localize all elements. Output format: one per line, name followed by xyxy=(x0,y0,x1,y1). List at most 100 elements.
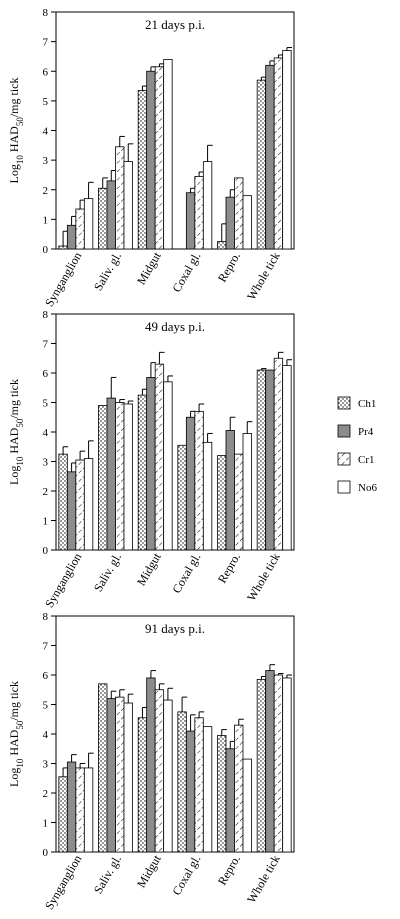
category-label: Coxal gl. xyxy=(169,551,203,596)
legend-swatch xyxy=(337,396,351,410)
y-tick-label: 3 xyxy=(43,155,49,167)
y-tick-label: 7 xyxy=(43,641,49,653)
bar-cr1-2 xyxy=(115,696,125,853)
y-tick-label: 0 xyxy=(43,545,49,557)
y-tick-label: 1 xyxy=(43,818,49,830)
y-tick-label: 1 xyxy=(43,516,49,528)
bar-no6-1 xyxy=(83,458,94,551)
bar-pr4-2 xyxy=(106,397,116,551)
bar-no6-4 xyxy=(202,726,213,853)
bar-ch1-2 xyxy=(98,683,108,853)
bar-no6-2 xyxy=(123,403,133,551)
bar-pr4-5 xyxy=(225,748,235,853)
bar-cr1-6 xyxy=(273,57,284,250)
category-label: Synganglion xyxy=(42,551,84,611)
bar-ch1-5 xyxy=(217,241,227,250)
legend-item-ch1: Ch1 xyxy=(337,396,376,410)
bar-cr1-3 xyxy=(154,363,165,551)
bar-pr4-4 xyxy=(185,416,196,551)
bar-no6-5 xyxy=(242,195,252,250)
bar-pr4-3 xyxy=(146,677,156,853)
legend-item-no6: No6 xyxy=(337,480,377,494)
bar-ch1-1 xyxy=(58,453,68,551)
y-tick-label: 0 xyxy=(43,244,49,256)
y-tick-label: 8 xyxy=(43,309,49,321)
category-label: Midgut xyxy=(134,550,164,588)
bar-ch1-2 xyxy=(98,405,108,551)
bar-no6-6 xyxy=(282,677,292,853)
y-tick-label: 7 xyxy=(43,37,49,49)
y-axis-label: Log10 HAD50/mg tick xyxy=(7,681,25,787)
y-tick-label: 4 xyxy=(43,126,49,138)
bar-no6-4 xyxy=(202,161,213,250)
panel-title: 91 days p.i. xyxy=(145,621,205,636)
category-label: Repro. xyxy=(215,250,243,285)
bar-pr4-1 xyxy=(66,471,77,551)
bar-pr4-2 xyxy=(106,698,116,853)
bar-ch1-2 xyxy=(98,187,108,250)
y-tick-label: 4 xyxy=(43,427,49,439)
bar-ch1-5 xyxy=(217,735,227,853)
category-label: Saliv. gl. xyxy=(91,551,124,595)
chart-panels: 0 1 2 3 4 5 6 7 8 Log10 HAD50/mg tick 21 days p.i.… xyxy=(7,7,295,912)
bar-no6-3 xyxy=(163,381,173,551)
y-tick-label: 4 xyxy=(43,729,49,741)
y-tick-label: 8 xyxy=(43,611,49,623)
category-label: Repro. xyxy=(215,551,243,586)
bar-ch1-5 xyxy=(217,455,227,551)
bar-ch1-1 xyxy=(58,245,68,250)
bar-no6-4 xyxy=(202,441,213,551)
y-tick-label: 8 xyxy=(43,7,49,19)
bar-no6-1 xyxy=(83,198,94,250)
y-tick-label: 3 xyxy=(43,759,49,771)
bar-pr4-6 xyxy=(265,369,275,551)
category-label: Synganglion xyxy=(42,250,84,310)
y-tick-label: 2 xyxy=(43,486,49,498)
bar-ch1-6 xyxy=(256,369,267,551)
bar-no6-3 xyxy=(163,699,173,853)
bar-no6-1 xyxy=(83,767,94,853)
y-axis-label: Log10 HAD50/mg tick xyxy=(7,379,25,485)
bar-pr4-1 xyxy=(66,224,77,250)
y-tick-label: 2 xyxy=(43,788,49,800)
bar-cr1-6 xyxy=(273,674,284,853)
bar-no6-5 xyxy=(242,758,252,853)
y-tick-label: 5 xyxy=(43,96,49,108)
bar-pr4-3 xyxy=(146,377,156,551)
category-label: Midgut xyxy=(134,249,164,287)
y-tick-label: 6 xyxy=(43,368,49,380)
y-tick-label: 3 xyxy=(43,457,49,469)
legend-label: Cr1 xyxy=(358,454,375,466)
bar-pr4-5 xyxy=(225,430,235,551)
legend-label: Ch1 xyxy=(358,398,376,410)
bar-pr4-5 xyxy=(225,196,235,250)
category-label: Coxal gl. xyxy=(169,250,203,295)
bar-no6-6 xyxy=(282,365,292,551)
chart-panel-2: 0 1 2 3 4 5 6 7 8 Log10 HAD50/mg tick 49 days p.i.… xyxy=(7,309,295,611)
bar-cr1-1 xyxy=(75,459,85,551)
bar-cr1-3 xyxy=(154,66,165,250)
bar-ch1-4 xyxy=(177,444,187,551)
bar-ch1-6 xyxy=(256,679,267,853)
legend-item-cr1: Cr1 xyxy=(337,452,375,466)
bar-ch1-3 xyxy=(137,90,148,250)
y-tick-label: 1 xyxy=(43,214,49,226)
y-tick-label: 0 xyxy=(43,847,49,859)
bar-ch1-6 xyxy=(256,79,267,250)
bar-no6-2 xyxy=(123,161,133,250)
panel-title: 49 days p.i. xyxy=(145,319,205,334)
chart-panel-1: 0 1 2 3 4 5 6 7 8 Log10 HAD50/mg tick 21 days p.i.… xyxy=(7,7,295,310)
bar-pr4-3 xyxy=(146,70,156,250)
legend-label: No6 xyxy=(358,482,377,494)
bar-no6-2 xyxy=(123,702,133,853)
bar-pr4-6 xyxy=(265,670,275,853)
bar-ch1-3 xyxy=(137,394,148,551)
bar-ch1-1 xyxy=(58,776,68,853)
bar-cr1-4 xyxy=(194,176,204,250)
category-label: Midgut xyxy=(134,852,164,890)
y-tick-label: 5 xyxy=(43,700,49,712)
bar-cr1-5 xyxy=(234,724,244,853)
bar-pr4-6 xyxy=(265,64,275,250)
category-label: Whole tick xyxy=(244,250,283,303)
